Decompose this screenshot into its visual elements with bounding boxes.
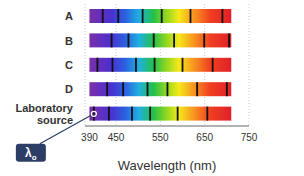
svg-text:750: 750: [241, 132, 258, 143]
svg-text:A: A: [65, 10, 73, 22]
svg-text:B: B: [65, 35, 73, 47]
svg-text:650: 650: [196, 132, 213, 143]
svg-text:Wavelength (nm): Wavelength (nm): [118, 158, 217, 173]
svg-text:450: 450: [108, 132, 125, 143]
svg-text:Laboratorysource: Laboratorysource: [16, 102, 74, 126]
svg-text:D: D: [65, 83, 73, 95]
svg-text:C: C: [65, 59, 73, 71]
svg-text:λo: λo: [25, 146, 37, 162]
svg-text:390: 390: [81, 132, 98, 143]
svg-text:550: 550: [152, 132, 169, 143]
